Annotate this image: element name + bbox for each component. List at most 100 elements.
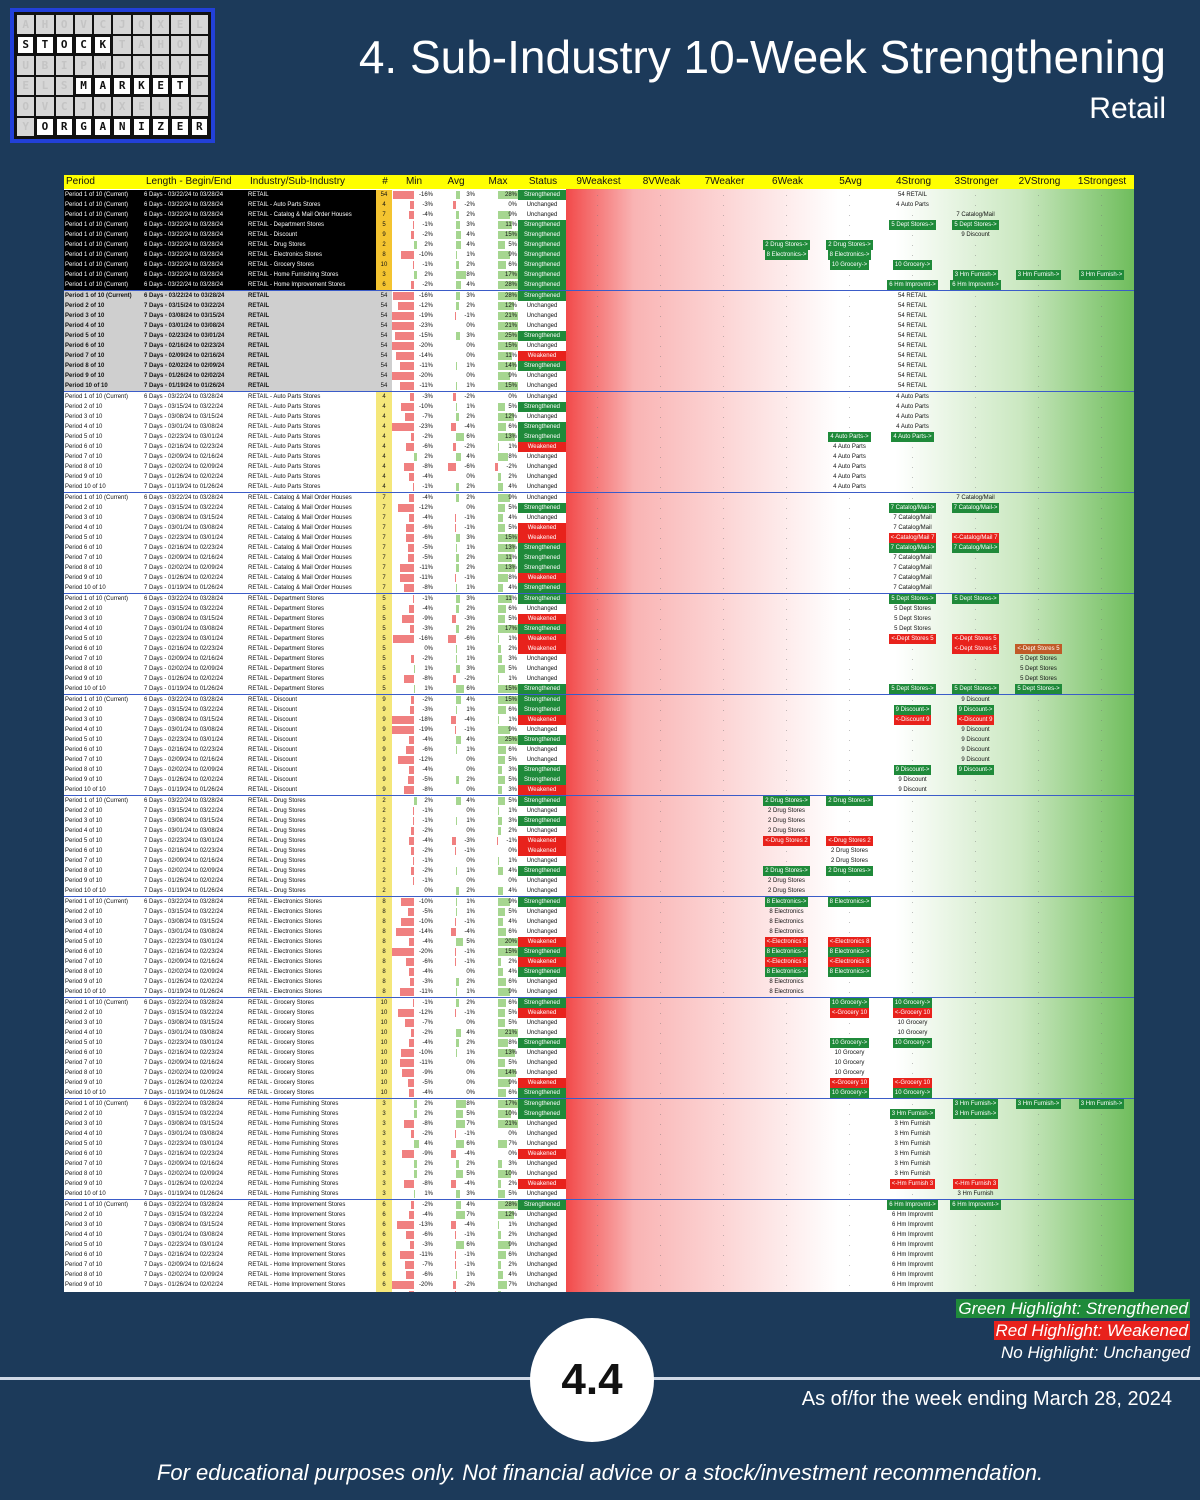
avg-cell: -1%	[434, 957, 476, 967]
count-cell: 2	[376, 886, 392, 896]
rank-label: .	[911, 1050, 914, 1056]
table-row: Period 5 of 10 7 Days - 02/23/24 to 03/01…	[64, 634, 1134, 644]
rank-label: .	[848, 535, 851, 541]
rank-cell: .	[692, 1068, 755, 1078]
rank-label: .	[722, 1121, 725, 1127]
rank-label: .	[1100, 626, 1103, 632]
avg-cell: -4%	[434, 927, 476, 937]
max-cell: 9%	[476, 1240, 518, 1250]
rank-label: 8 Electronics->	[764, 897, 809, 907]
length-cell: 7 Days - 01/26/24 to 02/02/24	[144, 371, 248, 381]
rank-label: .	[1100, 282, 1103, 288]
rank-label: 54 RETAIL	[898, 373, 927, 379]
industry-cell: RETAIL - Catalog & Mail Order Houses	[248, 535, 352, 541]
status-badge: Strengthened	[518, 331, 566, 341]
avg-cell: 1%	[434, 543, 476, 553]
rank-label: .	[659, 1131, 662, 1137]
rank-label: .	[848, 202, 851, 208]
rank-cell: .	[566, 210, 629, 220]
rank-label: .	[911, 939, 914, 945]
rank-label: .	[974, 1171, 977, 1177]
count-cell: 54	[376, 190, 392, 200]
rank-label: .	[722, 878, 725, 884]
count-cell: 5	[376, 644, 392, 654]
rank-cell: .	[944, 614, 1007, 624]
min-cell: -10%	[392, 402, 434, 412]
rank-label: .	[1037, 969, 1040, 975]
rank-label: .	[1037, 545, 1040, 551]
rank-cell: .	[944, 402, 1007, 412]
rank-cell: .	[755, 745, 818, 755]
rank-cell: .	[629, 957, 692, 967]
status-badge: Strengthened	[518, 705, 566, 715]
count-cell: 8	[376, 250, 392, 260]
rank-cell: .	[818, 987, 881, 997]
count-cell: 7	[376, 503, 392, 513]
industry-cell: RETAIL - Home Improvement Stores	[248, 1232, 346, 1238]
rank-label: .	[911, 838, 914, 844]
rank-label: .	[722, 949, 725, 955]
rank-cell: 2 Drug Stores	[818, 846, 881, 856]
rank-label: 9 Discount->	[956, 705, 995, 715]
rank-cell: .	[629, 1119, 692, 1129]
rank-cell: .	[566, 846, 629, 856]
section-badge: 4.4	[530, 1318, 654, 1442]
rank-cell: .	[566, 573, 629, 583]
rank-cell: .	[818, 513, 881, 523]
avg-cell: 2%	[434, 977, 476, 987]
max-cell: 3%	[476, 816, 518, 826]
rank-cell: .	[629, 755, 692, 765]
rank-label: 6 Hm Improvmt	[890, 1290, 935, 1292]
rank-cell: .	[944, 321, 1007, 331]
rank-label: 10 Grocery	[897, 1020, 928, 1026]
rank-cell: .	[629, 563, 692, 573]
rank-label: .	[722, 353, 725, 359]
rank-cell: <-Drug Stores 2	[755, 836, 818, 846]
rank-cell: .	[692, 775, 755, 785]
rank-label: .	[1037, 1131, 1040, 1137]
max-cell: 5%	[476, 523, 518, 533]
status-badge: Unchanged	[518, 1290, 566, 1292]
rank-cell: 2 Drug Stores	[755, 806, 818, 816]
avg-cell: 0%	[466, 787, 475, 793]
rank-label: .	[722, 686, 725, 692]
period-cell: Period 7 of 10	[65, 656, 103, 662]
rank-cell: .	[692, 1290, 755, 1292]
logo-letter: T	[36, 35, 54, 54]
rank-label: .	[848, 515, 851, 521]
min-cell: -8%	[392, 583, 434, 593]
rank-cell: .	[755, 1220, 818, 1230]
rank-label: .	[596, 1232, 599, 1238]
rank-cell: 54 RETAIL	[881, 341, 944, 351]
max-cell: 1%	[476, 806, 518, 816]
rank-cell: .	[755, 1159, 818, 1169]
rank-cell: .	[944, 1210, 1007, 1220]
rank-cell: .	[944, 1018, 1007, 1028]
status-badge: Unchanged	[526, 858, 558, 864]
max-cell: 15%	[476, 533, 518, 543]
rank-cell: .	[629, 1250, 692, 1260]
rank-label: .	[785, 1262, 788, 1268]
length-cell: 7 Days - 01/19/24 to 01/26/24	[144, 888, 224, 894]
rank-label: .	[659, 484, 662, 490]
table-row: Period 1 of 10 (Current) 6 Days - 03/22/2…	[64, 796, 1134, 806]
rank-cell: .	[566, 826, 629, 836]
count-cell: 6	[376, 280, 392, 290]
rank-cell: .	[818, 1220, 881, 1230]
rank-cell: 9 Discount	[944, 230, 1007, 240]
logo-filler-cell: H	[36, 15, 54, 34]
count-cell: 10	[376, 1028, 392, 1038]
table-row: Period 6 of 10 7 Days - 02/16/24 to 02/23…	[64, 1048, 1134, 1058]
rank-cell: .	[1070, 311, 1133, 321]
rank-label: .	[596, 333, 599, 339]
min-cell: -6%	[392, 745, 434, 755]
rank-label: .	[722, 767, 725, 773]
rank-cell: .	[944, 311, 1007, 321]
rank-cell: .	[629, 846, 692, 856]
rank-label: .	[596, 282, 599, 288]
length-cell: 7 Days - 03/15/24 to 03/22/24	[144, 1010, 224, 1016]
period-cell: Period 7 of 10	[65, 555, 103, 561]
rank-label: .	[659, 969, 662, 975]
rank-label: .	[785, 717, 788, 723]
